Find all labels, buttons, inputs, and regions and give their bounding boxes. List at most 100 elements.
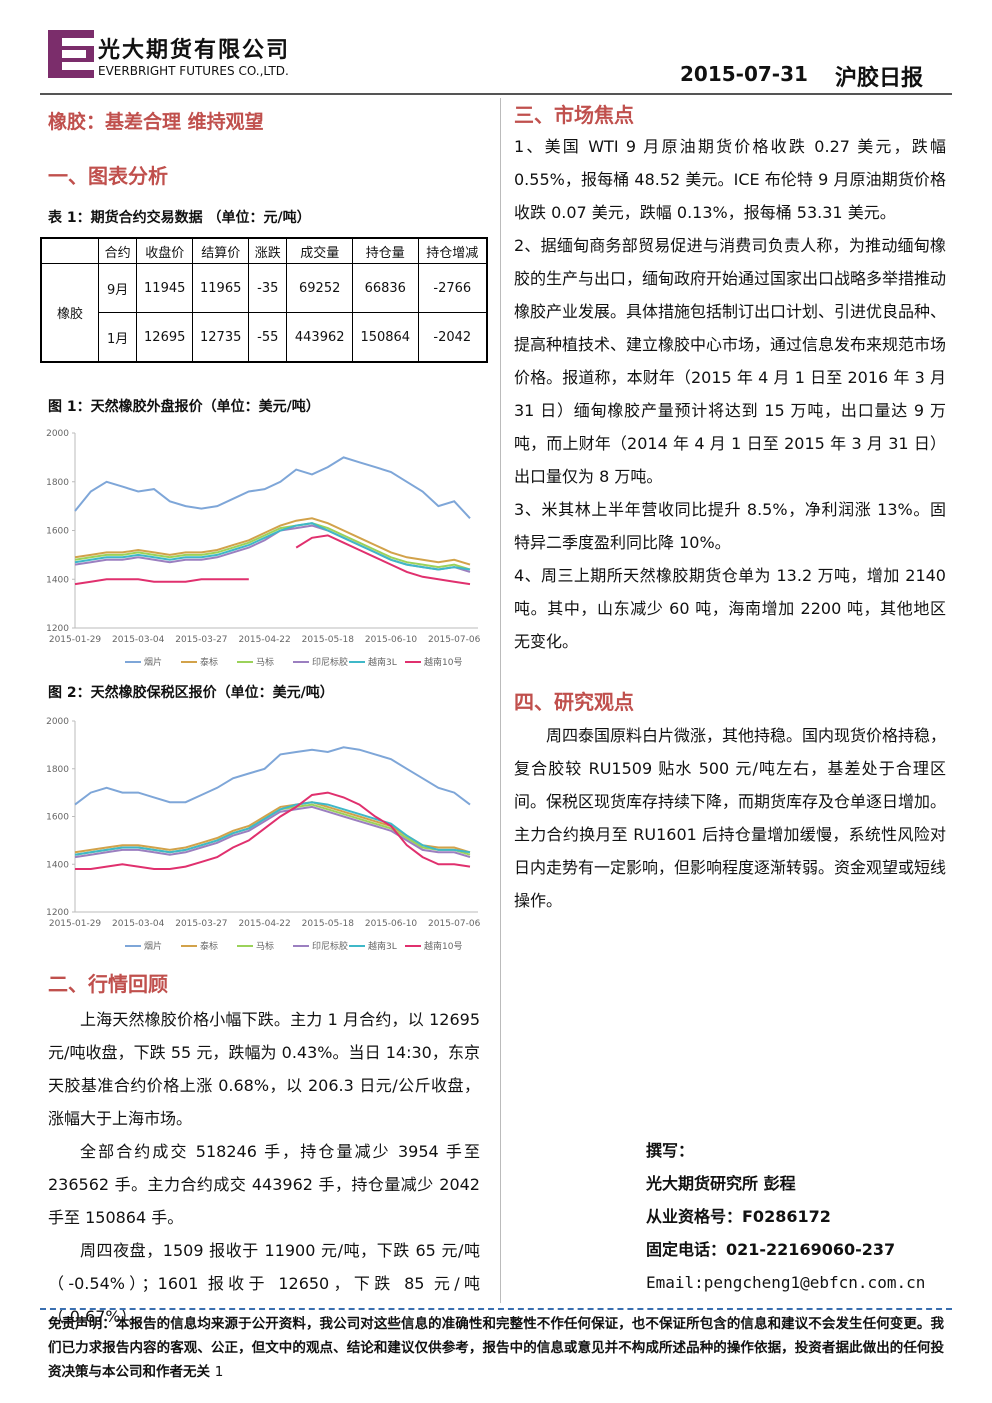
report-name: 沪胶日报 <box>835 66 924 91</box>
y-tick-label: 1600 <box>46 813 69 823</box>
table-cell: -35 <box>248 263 288 313</box>
line <box>75 791 471 870</box>
paragraph: 全部合约成交 518246 手，持仓量减少 3954 手至 236562 手。主… <box>48 1142 480 1227</box>
x-tick-label: 2015-03-04 <box>112 919 165 929</box>
legend-label: 泰标 <box>200 940 218 952</box>
logo <box>48 30 94 78</box>
table-cell: -2042 <box>417 312 488 363</box>
figure-caption: 图 1：天然橡胶外盘报价（单位：美元/吨） <box>48 399 320 415</box>
author-phone: 固定电话：021-22169060-237 <box>646 1240 896 1259</box>
y-tick-label: 2000 <box>46 717 69 727</box>
x-tick-label: 2015-07-06 <box>428 635 481 645</box>
legend-label: 越南3L <box>368 656 397 668</box>
line <box>74 522 471 571</box>
legend-label: 烟片 <box>144 656 162 668</box>
table-header: 持仓增减 <box>417 237 488 264</box>
section-body: 周四泰国原料白片微涨，其他持稳。国内现货价格持稳，复合胶较 RU1509 贴水 … <box>514 719 946 917</box>
y-tick-label: 1400 <box>46 860 69 870</box>
table-cell: -2766 <box>417 263 488 313</box>
y-tick-label: 1800 <box>46 478 69 488</box>
x-tick-label: 2015-05-18 <box>302 635 355 645</box>
table-row: 橡胶 9月 11945 11965 -35 69252 66836 -2766 <box>40 263 488 363</box>
y-tick-label: 1200 <box>46 624 69 634</box>
table-cell <box>40 237 99 264</box>
report-date: 2015-07-31 <box>680 62 808 86</box>
table-row: 1月 12695 12735 -55 443962 150864 -2042 <box>41 312 488 363</box>
chart: 1200 1400 1600 1800 2000 2015-01-29 2015-03-04… <box>46 717 481 952</box>
table-cell: 443962 <box>286 312 353 363</box>
y-tick-label: 1600 <box>46 527 69 537</box>
table-cell: 66836 <box>351 263 419 313</box>
list-item: 3、米其林上半年营收同比提升 8.5%，净利润涨 13%。固特异二季度盈利同比降… <box>514 500 946 552</box>
disclaimer: 免责声明：本报告的信息均来源于公开资料，我公司对这些信息的准确性和完整性不作任何… <box>48 1312 944 1384</box>
table-cell: 12735 <box>192 312 250 363</box>
table-cell: 11945 <box>136 263 194 313</box>
heading: 二、行情回顾 <box>48 972 168 996</box>
line <box>74 517 471 566</box>
company-en: EVERBRIGHT FUTURES CO.,LTD. <box>98 64 289 78</box>
table-cell: 12695 <box>136 312 194 363</box>
x-tick-label: 2015-01-29 <box>49 919 102 929</box>
line <box>74 801 471 856</box>
figure-caption: 图 2：天然橡胶保税区报价（单位：美元/吨） <box>48 685 334 701</box>
x-tick-label: 2015-05-18 <box>302 919 355 929</box>
legend-label: 越南10号 <box>424 940 462 952</box>
legend-label: 印尼标胶 <box>312 940 348 952</box>
legend-label: 烟片 <box>144 940 162 952</box>
x-tick-label: 2015-03-27 <box>175 635 227 645</box>
list-item: 4、周三上期所天然橡胶期货仓单为 13.2 万吨，增加 2140 吨。其中，山东… <box>514 566 946 651</box>
line <box>74 534 471 586</box>
x-tick-label: 2015-03-04 <box>112 635 165 645</box>
table-cell: 69252 <box>286 263 353 313</box>
author-org: 光大期货研究所 彭程 <box>646 1174 796 1193</box>
paragraph: 周四泰国原料白片微涨，其他持稳。国内现货价格持稳，复合胶较 RU1509 贴水 … <box>514 726 947 910</box>
x-tick-label: 2015-03-27 <box>175 919 227 929</box>
list-item: 2、据缅甸商务部贸易促进与消费司负责人称，为推动缅甸橡胶的生产与出口，缅甸政府开… <box>514 236 947 486</box>
legend-label: 越南3L <box>368 940 397 952</box>
table-cell: 11965 <box>192 263 250 313</box>
section-body: 1、美国 WTI 9 月原油期货价格收跌 0.27 美元，跌幅 0.55%，报每… <box>514 130 946 658</box>
x-tick-label: 2015-07-06 <box>428 919 481 929</box>
line <box>74 746 471 806</box>
author-block: 撰写： 光大期货研究所 彭程 从业资格号：F0286172 固定电话：021-2… <box>646 1134 925 1299</box>
table-caption: 表 1：期货合约交易数据 （单位：元/吨） <box>48 210 311 226</box>
page-number: 1 <box>214 1364 224 1380</box>
title: 橡胶：基差合理 维持观望 <box>48 111 264 133</box>
list-item: 1、美国 WTI 9 月原油期货价格收跌 0.27 美元，跌幅 0.55%，报每… <box>514 137 946 222</box>
disclaimer-text: 免责声明：本报告的信息均来源于公开资料，我公司对这些信息的准确性和完整性不作任何… <box>48 1316 944 1380</box>
section-body: 上海天然橡胶价格小幅下跌。主力 1 月合约，以 12695 元/吨收盘，下跌 5… <box>48 1003 480 1333</box>
heading: 三、市场焦点 <box>514 103 634 127</box>
line <box>74 522 471 571</box>
table-cell: 9月 <box>97 263 138 313</box>
x-tick-label: 2015-06-10 <box>365 919 418 929</box>
chart: 1200 1400 1600 1800 2000 2015-01-29 2015-03-04… <box>46 429 481 668</box>
table-header: 成交量 <box>286 237 353 264</box>
x-tick-label: 2015-06-10 <box>365 635 418 645</box>
author-email: Email:pengcheng1@ebfcn.com.cn <box>646 1273 926 1292</box>
table-cell: 150864 <box>351 312 419 363</box>
paragraph: 周四夜盘，1509 报收于 11900 元/吨，下跌 65 元/吨（-0.54%… <box>48 1241 480 1326</box>
x-tick-label: 2015-01-29 <box>49 635 102 645</box>
y-tick-label: 1400 <box>46 575 69 585</box>
legend-label: 马标 <box>256 940 274 952</box>
author-label: 撰写： <box>646 1141 695 1160</box>
table-cell: -55 <box>248 312 288 363</box>
y-tick-label: 1200 <box>46 908 69 918</box>
heading: 四、研究观点 <box>514 690 634 714</box>
table-row: 合约 收盘价 结算价 涨跌 成交量 持仓量 持仓增减 <box>40 237 488 264</box>
line <box>74 801 471 854</box>
header-rule <box>40 93 952 95</box>
table-header: 收盘价 <box>136 237 194 264</box>
table-header: 涨跌 <box>248 237 288 264</box>
table-header: 结算价 <box>192 237 250 264</box>
x-tick-label: 2015-04-22 <box>238 635 290 645</box>
column-rule <box>500 98 501 1303</box>
y-tick-label: 2000 <box>46 429 69 439</box>
y-tick-label: 1800 <box>46 765 69 775</box>
legend-label: 印尼标胶 <box>312 656 348 668</box>
line <box>74 805 471 859</box>
line <box>74 456 471 519</box>
x-tick-label: 2015-04-22 <box>238 919 290 929</box>
data-table: 合约 收盘价 结算价 涨跌 成交量 持仓量 持仓增减 橡胶 9月 11945 11965 -35 692… <box>40 237 488 363</box>
